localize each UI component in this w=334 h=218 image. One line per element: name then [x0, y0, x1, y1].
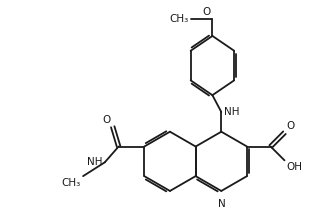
Text: NH: NH — [87, 157, 103, 167]
Text: NH: NH — [224, 107, 240, 117]
Text: CH₃: CH₃ — [62, 178, 81, 188]
Text: N: N — [218, 199, 226, 209]
Text: O: O — [287, 121, 295, 131]
Text: O: O — [202, 7, 210, 17]
Text: O: O — [103, 115, 111, 125]
Text: OH: OH — [287, 162, 303, 172]
Text: CH₃: CH₃ — [169, 14, 189, 24]
